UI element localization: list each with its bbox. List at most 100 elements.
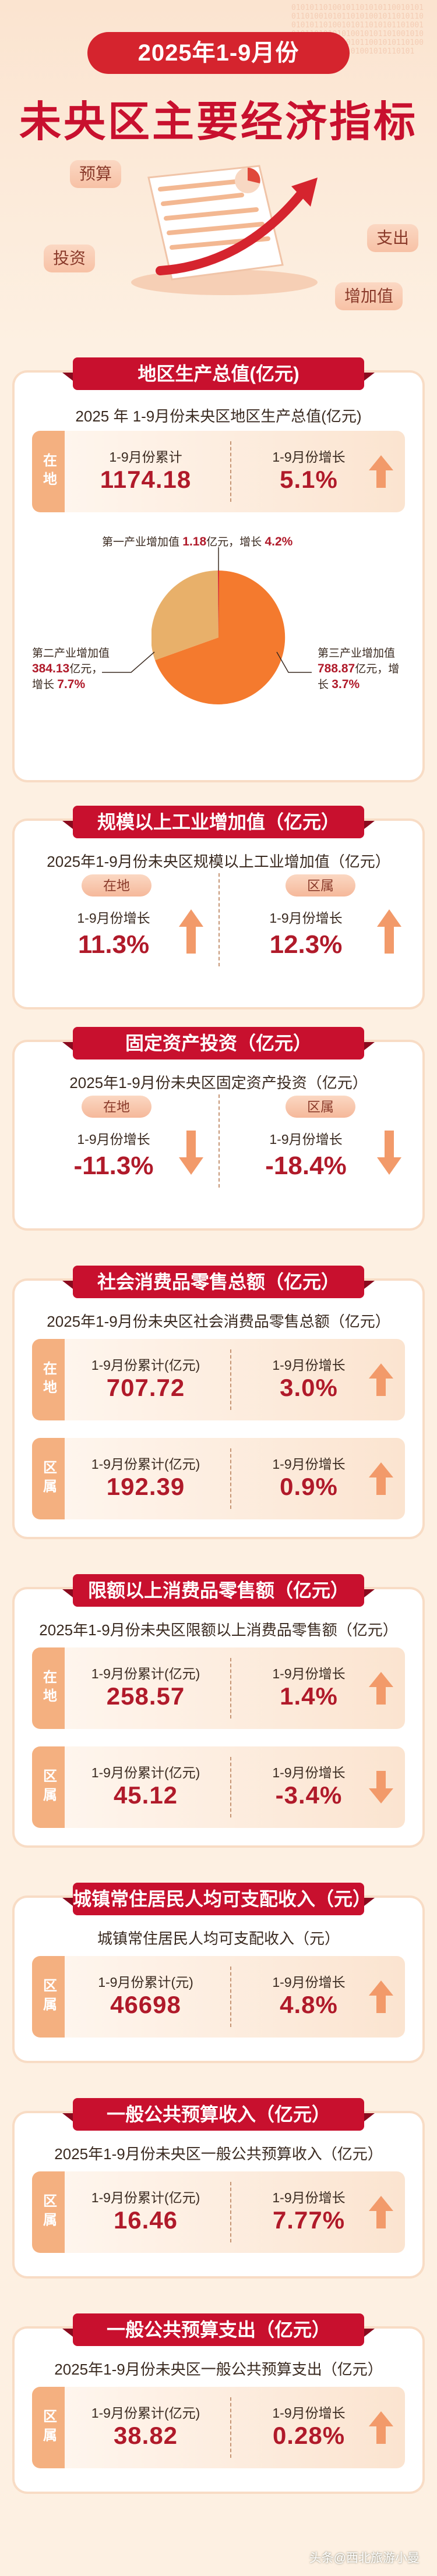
- cumulative: 1-9月份累计(亿元) 258.57: [73, 1647, 218, 1729]
- growth-label: 1-9月份增长: [272, 449, 346, 465]
- report-illustration-icon: [131, 165, 318, 295]
- income-section: 城镇常住居民人均可支配收入（元） 城镇常住居民人均可支配收入（元） 区属 1-9…: [15, 1883, 422, 2061]
- date-badge: 2025年1-9月份: [87, 32, 350, 74]
- cumulative-value: 16.46: [113, 2206, 178, 2234]
- added-value-tag: 增加值: [335, 282, 403, 310]
- growth-value: 1.4%: [280, 1682, 338, 1710]
- cumulative-value: 1174.18: [100, 466, 192, 493]
- retail-subtitle: 2025年1-9月份未央区社会消费品零售总额（亿元）: [47, 1313, 390, 1330]
- budget-expense-section: 一般公共预算支出（亿元） 2025年1-9月份未央区一般公共预算支出（亿元） 区…: [15, 2313, 422, 2492]
- divider: [230, 1966, 231, 2027]
- arrow-up-icon: [377, 909, 401, 954]
- income-card: 区属 1-9月份累计(元) 46698 1-9月份增长 4.8%: [32, 1956, 405, 2038]
- tertiary-slice: [155, 571, 286, 704]
- growth-label: 1-9月份增长: [272, 1765, 346, 1780]
- cumulative-value: 46698: [110, 1991, 181, 2018]
- cumulative-label: 1-9月份累计(亿元): [91, 1457, 200, 1472]
- divider: [218, 873, 220, 966]
- income-title: 城镇常住居民人均可支配收入（元）: [62, 1883, 375, 1915]
- arrow-down-icon: [179, 1131, 203, 1175]
- cumulative: 1-9月份累计(亿元) 707.72: [73, 1339, 218, 1420]
- retail-section: 社会消费品零售总额（亿元） 2025年1-9月份未央区社会消费品零售总额（亿元）…: [15, 1266, 422, 1537]
- cumulative: 1-9月份累计(亿元) 192.39: [73, 1438, 218, 1519]
- revenue-subtitle: 2025年1-9月份未央区一般公共预算收入（亿元）: [54, 2145, 383, 2163]
- cumulative-value: 192.39: [106, 1473, 185, 1500]
- industry-pie-chart: [151, 571, 286, 704]
- local-pill: 在地: [82, 874, 151, 897]
- gdp-growth: 1-9月份增长 5.1%: [236, 431, 382, 512]
- left-growth-label: 1-9月份增长: [77, 910, 150, 926]
- growth-value: 3.0%: [280, 1374, 338, 1401]
- fixed-subtitle: 2025年1-9月份未央区固定资产投资（亿元）: [69, 1074, 368, 1092]
- arrow-up-icon: [369, 455, 393, 488]
- growth: 1-9月份增长 0.28%: [236, 2387, 382, 2468]
- growth-value: 0.28%: [272, 2422, 346, 2449]
- hero-banner: 0101011010010110101011001010101101001010…: [0, 0, 437, 349]
- retail-card-local: 在地 1-9月份累计(亿元) 707.72 1-9月份增长 3.0%: [32, 1339, 405, 1420]
- fixed-title: 固定资产投资（亿元）: [62, 1027, 375, 1060]
- divider: [230, 1658, 231, 1718]
- tertiary-industry-label: 第三产业增加值 788.87亿元，增 长 3.7%: [318, 647, 400, 691]
- income-subtitle: 城镇常住居民人均可支配收入（元）: [97, 1930, 340, 1947]
- divider: [230, 2397, 231, 2458]
- growth-label: 1-9月份增长: [272, 1457, 346, 1472]
- budget-revenue-section: 一般公共预算收入（亿元） 2025年1-9月份未央区一般公共预算收入（亿元） 区…: [15, 2098, 422, 2276]
- pie-leader-lines: [102, 547, 312, 673]
- gdp-section: 地区生产总值(亿元) 2025 年 1-9月份未央区地区生产总值(亿元) 在地 …: [15, 357, 422, 780]
- card-tag: 区属: [32, 2171, 65, 2253]
- arrow-up-icon: [369, 1363, 393, 1396]
- growth-label: 1-9月份增长: [272, 1358, 346, 1373]
- revenue-title: 一般公共预算收入（亿元）: [62, 2098, 375, 2131]
- arrow-up-icon: [179, 909, 203, 954]
- cumulative-value: 707.72: [106, 1374, 185, 1401]
- expense-subtitle: 2025年1-9月份未央区一般公共预算支出（亿元）: [54, 2361, 383, 2378]
- growth-value: -3.4%: [275, 1781, 343, 1809]
- card-tag: 区属: [32, 1956, 65, 2038]
- retail-above-subtitle: 2025年1-9月份未央区限额以上消费品零售额（亿元）: [39, 1621, 398, 1639]
- left-growth-value: 11.3%: [77, 930, 150, 959]
- invest-tag: 投资: [44, 245, 96, 272]
- budget-tag: 预算: [70, 160, 122, 188]
- growth-value: 5.1%: [280, 466, 338, 493]
- arrow-down-icon: [377, 1131, 401, 1175]
- growth-value: 4.8%: [280, 1991, 338, 2018]
- primary-industry-label: 第一产业增加值 1.18亿元，增长 4.2%: [102, 535, 293, 548]
- divider: [218, 1094, 220, 1188]
- retail-above-card-local: 在地 1-9月份累计(亿元) 258.57 1-9月份增长 1.4%: [32, 1647, 405, 1729]
- expense-title: 一般公共预算支出（亿元）: [62, 2313, 375, 2346]
- watermark: 头条@西北旅游小曼: [309, 2552, 420, 2565]
- cumulative-label: 1-9月份累计(亿元): [91, 1358, 200, 1373]
- local-pill: 在地: [82, 1096, 151, 1118]
- divider: [230, 441, 231, 502]
- right-growth-label: 1-9月份增长: [269, 910, 343, 926]
- industry-title: 规模以上工业增加值（亿元）: [62, 806, 375, 838]
- revenue-card: 区属 1-9月份累计(亿元) 16.46 1-9月份增长 7.77%: [32, 2171, 405, 2253]
- growth: 1-9月份增长 3.0%: [236, 1339, 382, 1420]
- cumulative-label: 1-9月份累计(亿元): [91, 2405, 200, 2421]
- right-growth-value: -18.4%: [265, 1151, 347, 1180]
- card-tag: 在地: [32, 1647, 65, 1729]
- district-pill: 区属: [286, 874, 355, 897]
- growth-label: 1-9月份增长: [272, 1666, 346, 1681]
- divider: [230, 1349, 231, 1410]
- cumulative-value: 45.12: [113, 1781, 178, 1809]
- arrow-up-icon: [369, 1980, 393, 2013]
- growth: 1-9月份增长 7.77%: [236, 2171, 382, 2253]
- gdp-title: 地区生产总值(亿元): [62, 357, 375, 390]
- right-growth-value: 12.3%: [269, 930, 343, 959]
- fixed-investment-section: 固定资产投资（亿元） 2025年1-9月份未央区固定资产投资（亿元） 在地 区属…: [15, 1027, 422, 1228]
- growth: 1-9月份增长 1.4%: [236, 1647, 382, 1729]
- retail-above-quota-section: 限额以上消费品零售额（亿元） 2025年1-9月份未央区限额以上消费品零售额（亿…: [15, 1574, 422, 1845]
- cumulative: 1-9月份累计(亿元) 16.46: [73, 2171, 218, 2253]
- cumulative-value: 258.57: [106, 1682, 185, 1710]
- card-tag: 区属: [32, 2387, 65, 2468]
- growth: 1-9月份增长 0.9%: [236, 1438, 382, 1519]
- cumulative: 1-9月份累计(亿元) 38.82: [73, 2387, 218, 2468]
- gdp-card: 在地 1-9月份累计 1174.18 1-9月份增长 5.1%: [32, 431, 405, 512]
- gdp-subtitle: 2025 年 1-9月份未央区地区生产总值(亿元): [75, 408, 362, 425]
- divider: [230, 2182, 231, 2242]
- retail-title: 社会消费品零售总额（亿元）: [62, 1266, 375, 1298]
- retail-card-district: 区属 1-9月份累计(亿元) 192.39 1-9月份增长 0.9%: [32, 1438, 405, 1519]
- cumulative-label: 1-9月份累计(元): [98, 1975, 193, 1990]
- secondary-slice: [151, 571, 218, 660]
